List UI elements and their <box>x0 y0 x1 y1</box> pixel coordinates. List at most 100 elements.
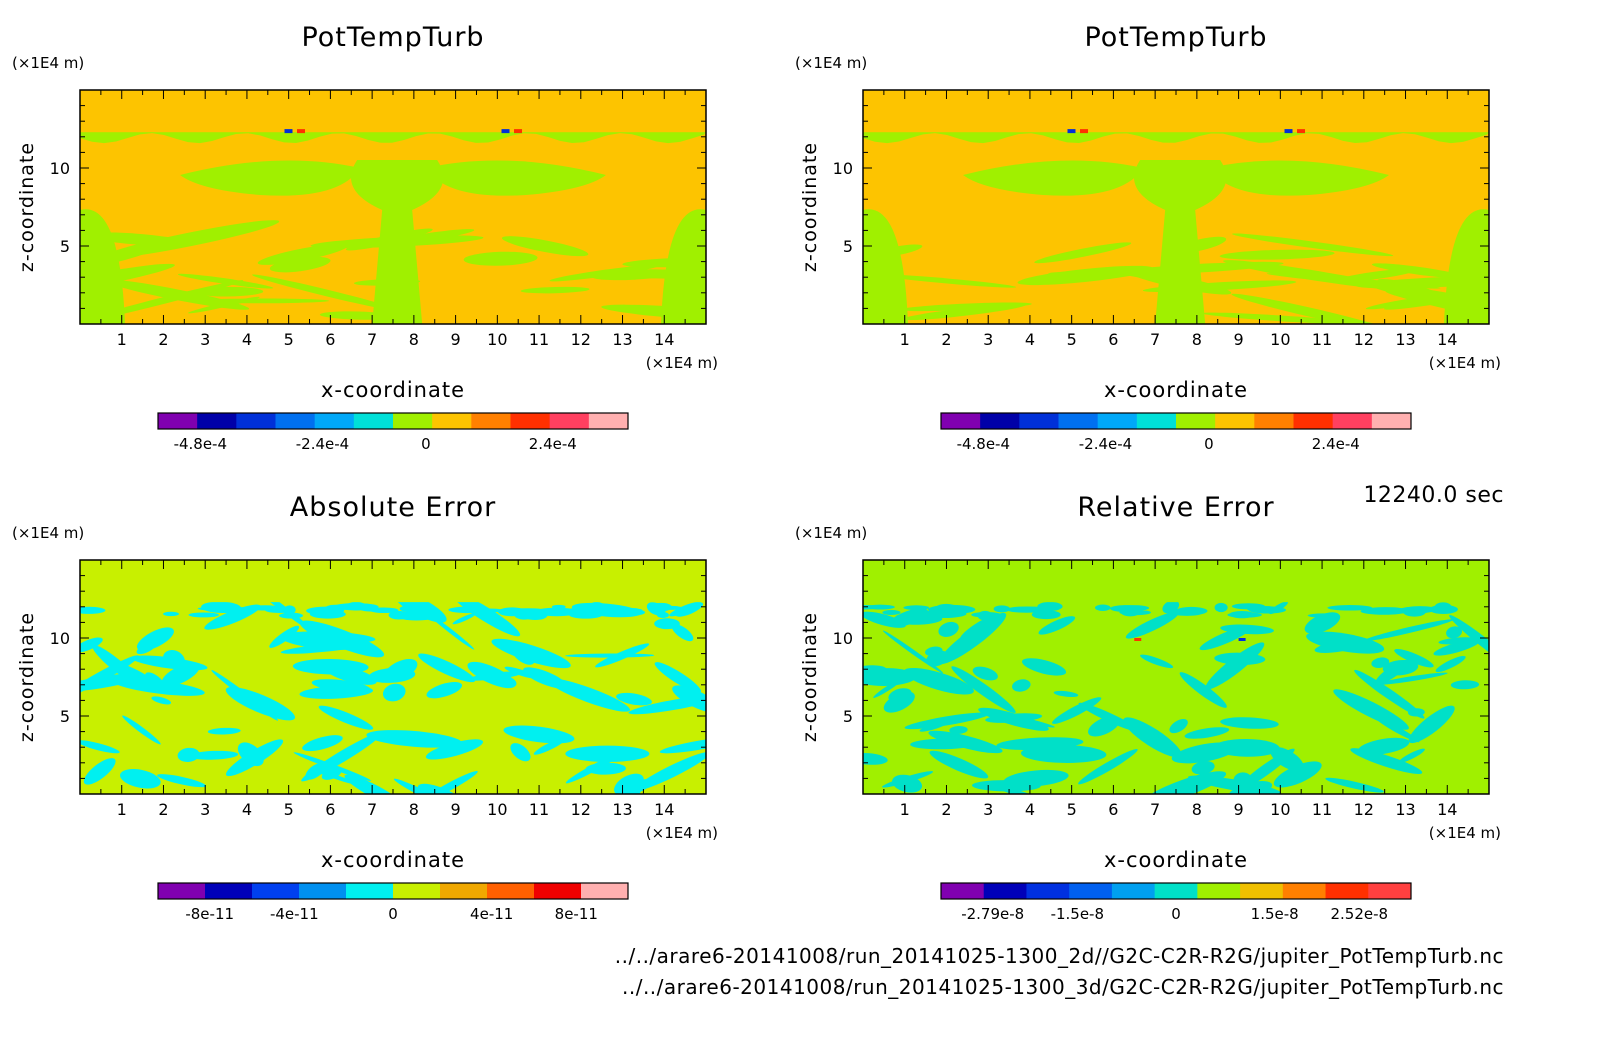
x-tick-label: 3 <box>983 330 993 349</box>
x-tick-label: 12 <box>1354 800 1374 819</box>
contour-blob <box>1270 747 1304 771</box>
contour-blob <box>1371 657 1390 668</box>
contour-blob <box>1438 637 1477 645</box>
colorbar-tick-label: -4e-11 <box>270 905 319 923</box>
contour-blob <box>978 707 1049 731</box>
contour-arm <box>1209 160 1389 196</box>
x-tick-label: 9 <box>1234 330 1244 349</box>
x-tick-label: 4 <box>1025 800 1035 819</box>
colorbar-swatch <box>487 883 535 899</box>
contour-blob <box>1184 727 1230 739</box>
contour-blob <box>1123 717 1182 758</box>
colorbar-swatch <box>1240 883 1284 899</box>
contour-blob <box>863 611 906 628</box>
x-tick-label: 5 <box>284 800 294 819</box>
colorbar-swatch <box>581 883 629 899</box>
chart-panel-2: PotTempTurb(×1E4 m)1 2 3 4 5 6 7 8 9 10 11 12 13 1451… <box>795 22 1501 453</box>
footer-file-path-2: ../../arare6-20141008/run_20141025-1300_… <box>622 975 1504 999</box>
contour-fringe <box>283 605 296 615</box>
contour-blob <box>990 784 1045 794</box>
contour-blob <box>157 774 207 788</box>
contour-fringe <box>1110 605 1141 613</box>
contour-streak <box>1377 278 1443 299</box>
contour-blob <box>951 666 1016 714</box>
contour-extremum <box>297 129 306 134</box>
contour-field <box>863 90 1489 324</box>
contour-blob <box>1398 748 1425 764</box>
contour-fringe <box>163 611 179 617</box>
contour-blob <box>1394 648 1434 668</box>
contour-blob <box>614 773 644 794</box>
chart-panel-3: Absolute Error(×1E4 m)1 2 3 4 5 6 7 8 9 10 11 12 13 1… <box>12 492 718 923</box>
x-tick-label: 2 <box>158 800 168 819</box>
contour-blob <box>1333 689 1409 730</box>
colorbar-swatch <box>393 883 441 899</box>
x-tick-label: 7 <box>1150 330 1160 349</box>
y-tick-label: 5 <box>60 707 70 726</box>
chart-title: PotTempTurb <box>1084 22 1267 53</box>
colorbar-tick-label: 0 <box>388 905 398 923</box>
contour-fringe <box>927 604 976 615</box>
contour-blob <box>547 678 630 712</box>
contour-blob <box>510 743 531 762</box>
contour-fringe <box>993 605 1010 613</box>
colorbar-swatch <box>1215 413 1255 429</box>
contour-streak <box>463 251 538 266</box>
x-unit-label: (×1E4 m) <box>646 354 718 372</box>
chart-panel-1: PotTempTurb(×1E4 m)1 2 3 4 5 6 7 8 9 10 11 12 13 1451… <box>12 22 718 453</box>
contour-blob <box>873 677 904 698</box>
contour-blob <box>565 745 650 762</box>
x-tick-label: 3 <box>200 800 210 819</box>
contour-blob <box>211 670 278 721</box>
contour-fringe <box>896 613 930 619</box>
contour-blob <box>344 774 407 794</box>
contour-blob <box>654 662 701 693</box>
contour-extremum <box>1080 129 1089 134</box>
colorbar-frame <box>157 882 629 900</box>
colorbar-swatch <box>1069 883 1113 899</box>
x-tick-label: 4 <box>1025 330 1035 349</box>
contour-blob <box>904 712 990 730</box>
contour-blob <box>80 637 103 653</box>
contour-blob <box>622 788 641 794</box>
x-unit-label: (×1E4 m) <box>1429 824 1501 842</box>
contour-blob <box>616 692 652 706</box>
footer-file-path-1: ../../arare6-20141008/run_20141025-1300_… <box>614 944 1504 968</box>
contour-blob <box>136 642 156 655</box>
contour-extremum <box>1238 638 1246 641</box>
colorbar-swatch <box>1197 883 1241 899</box>
x-tick-label: 3 <box>983 800 993 819</box>
contour-blob <box>633 751 706 792</box>
contour-streak <box>1333 268 1418 283</box>
contour-blob <box>1169 718 1188 734</box>
contour-blob <box>1375 672 1448 685</box>
contour-blob <box>1382 659 1419 676</box>
contour-fringe <box>448 606 492 614</box>
contour-extremum <box>1134 638 1142 641</box>
colorbar-tick-label: 8e-11 <box>555 905 598 923</box>
colorbar-swatch <box>314 413 355 429</box>
contour-blob <box>366 730 462 748</box>
contour-blob <box>122 715 161 745</box>
colorbar-swatch <box>158 413 198 429</box>
contour-fringe <box>1033 606 1052 615</box>
contour-field <box>80 560 706 794</box>
contour-fringe <box>1231 603 1266 610</box>
contour-blob <box>418 653 476 683</box>
colorbar-frame <box>940 882 1412 900</box>
colorbar-swatch <box>1111 883 1156 899</box>
contour-blob <box>1220 624 1274 635</box>
contour-band <box>80 132 706 144</box>
contour-extremum <box>284 129 293 134</box>
x-tick-label: 8 <box>1192 800 1202 819</box>
contour-blob <box>671 624 694 642</box>
contour-blob <box>393 778 456 794</box>
x-tick-label: 4 <box>242 330 252 349</box>
contour-extremum <box>1067 129 1076 134</box>
colorbar-swatch <box>346 883 394 899</box>
y-tick-label: 5 <box>843 237 853 256</box>
x-tick-label: 1 <box>117 800 127 819</box>
contour-blob <box>452 612 477 625</box>
contour-blob <box>863 666 876 675</box>
contour-top-layer <box>863 560 1489 603</box>
